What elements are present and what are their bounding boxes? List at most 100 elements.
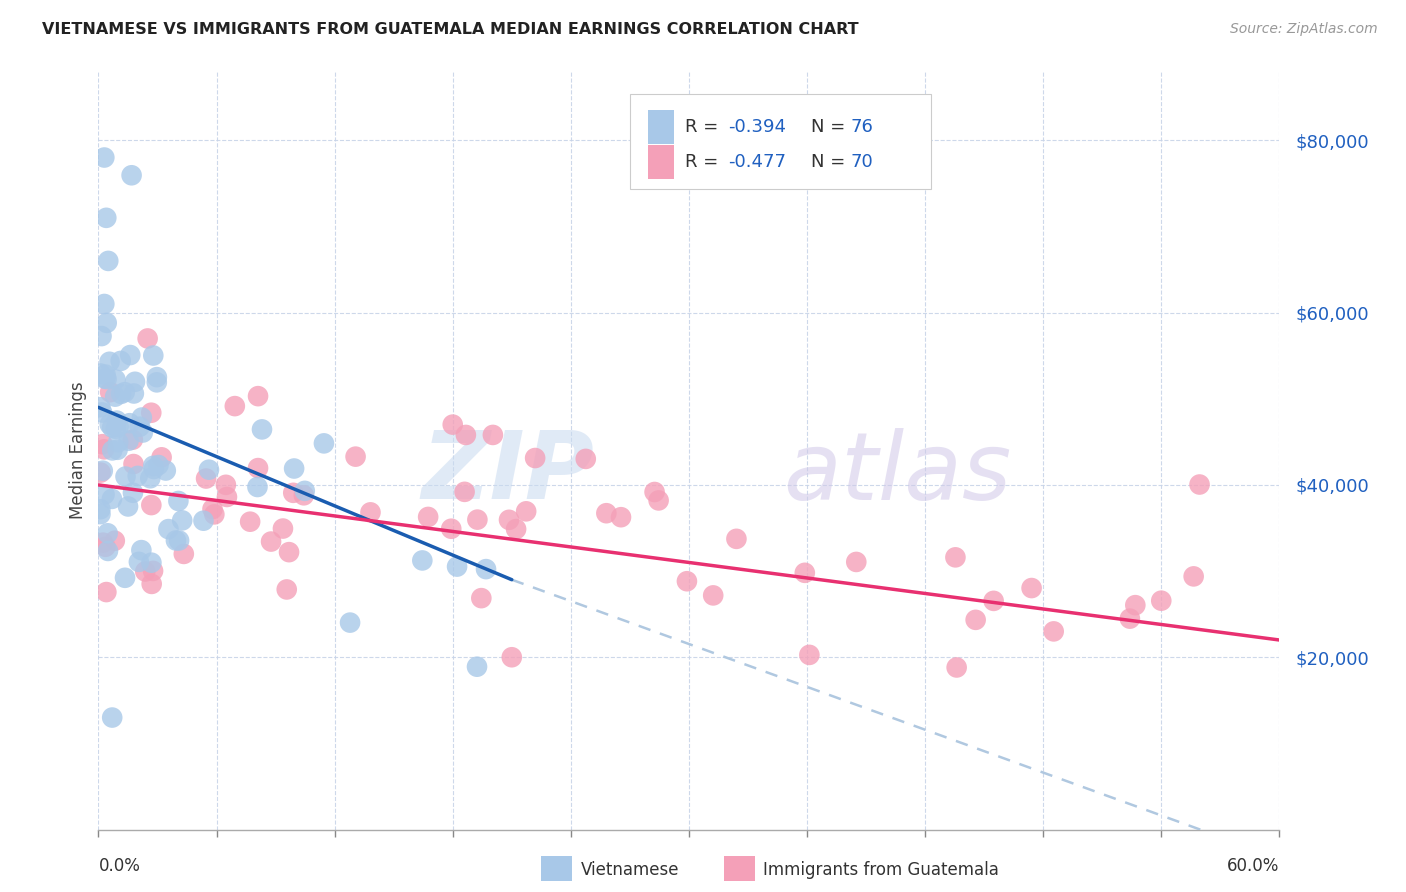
Point	[122, 457, 145, 471]
Point	[96, 316, 118, 330]
Point	[799, 648, 821, 662]
Point	[470, 591, 492, 606]
Point	[104, 422, 127, 436]
Point	[101, 710, 124, 724]
Point	[312, 436, 335, 450]
Point	[155, 464, 177, 478]
Point	[595, 506, 617, 520]
Point	[1119, 612, 1142, 626]
Point	[98, 355, 121, 369]
Point	[173, 547, 195, 561]
Point	[89, 401, 111, 415]
Point	[132, 425, 155, 440]
Point	[142, 349, 165, 363]
Point	[97, 254, 120, 268]
Point	[283, 461, 305, 475]
Point	[482, 428, 505, 442]
Point	[107, 442, 129, 457]
Point	[283, 486, 305, 500]
Point	[195, 471, 218, 485]
Point	[945, 660, 967, 674]
Point	[247, 461, 270, 475]
Point	[945, 550, 967, 565]
Point	[150, 450, 173, 465]
Point	[97, 544, 120, 558]
Point	[1021, 581, 1043, 595]
Point	[107, 435, 129, 450]
Point	[104, 390, 127, 404]
Point	[110, 354, 132, 368]
Point	[89, 502, 111, 516]
Text: N =: N =	[811, 153, 851, 171]
Point	[114, 385, 136, 400]
Point	[157, 522, 180, 536]
Point	[193, 514, 215, 528]
Point	[139, 471, 162, 485]
Point	[198, 463, 221, 477]
Point	[465, 659, 488, 673]
Point	[446, 559, 468, 574]
Text: atlas: atlas	[783, 427, 1012, 519]
Text: 70: 70	[851, 153, 873, 171]
Point	[120, 348, 142, 362]
Point	[215, 490, 238, 504]
Point	[418, 510, 440, 524]
Text: N =: N =	[811, 118, 851, 136]
Point	[104, 533, 127, 548]
Point	[339, 615, 361, 630]
Point	[93, 151, 115, 165]
Point	[1042, 624, 1064, 639]
Y-axis label: Median Earnings: Median Earnings	[69, 382, 87, 519]
Point	[148, 458, 170, 472]
Point	[172, 513, 194, 527]
Point	[89, 367, 111, 381]
Point	[96, 372, 118, 386]
Point	[131, 543, 153, 558]
FancyBboxPatch shape	[630, 95, 931, 189]
Point	[91, 405, 114, 419]
Text: 76: 76	[851, 118, 873, 136]
Point	[114, 469, 136, 483]
Text: Vietnamese: Vietnamese	[581, 861, 679, 879]
Point	[97, 526, 120, 541]
Point	[118, 416, 141, 430]
Point	[101, 443, 124, 458]
Point	[260, 534, 283, 549]
Point	[644, 485, 666, 500]
Point	[93, 442, 115, 457]
Point	[441, 417, 464, 432]
Point	[122, 386, 145, 401]
Text: R =: R =	[685, 118, 724, 136]
Point	[94, 372, 117, 386]
Point	[360, 505, 382, 519]
Point	[294, 483, 316, 498]
Point	[201, 502, 224, 516]
Point	[292, 488, 315, 502]
Text: VIETNAMESE VS IMMIGRANTS FROM GUATEMALA MEDIAN EARNINGS CORRELATION CHART: VIETNAMESE VS IMMIGRANTS FROM GUATEMALA …	[42, 22, 859, 37]
Point	[575, 451, 598, 466]
Point	[91, 535, 114, 549]
Point	[501, 650, 523, 665]
Point	[224, 399, 246, 413]
Point	[128, 419, 150, 434]
Point	[94, 368, 117, 382]
Point	[453, 484, 475, 499]
Point	[93, 297, 115, 311]
Point	[725, 532, 748, 546]
Text: -0.477: -0.477	[728, 153, 786, 171]
Point	[165, 533, 187, 548]
Point	[94, 540, 117, 554]
Point	[91, 464, 114, 478]
Point	[965, 613, 987, 627]
Point	[122, 485, 145, 500]
Point	[167, 494, 190, 508]
Point	[136, 331, 159, 345]
Point	[89, 507, 111, 521]
Point	[141, 556, 163, 570]
Point	[104, 372, 127, 386]
Point	[93, 487, 115, 501]
Text: ZIP: ZIP	[422, 427, 595, 519]
Point	[142, 462, 165, 476]
Point	[90, 329, 112, 343]
Point	[124, 375, 146, 389]
